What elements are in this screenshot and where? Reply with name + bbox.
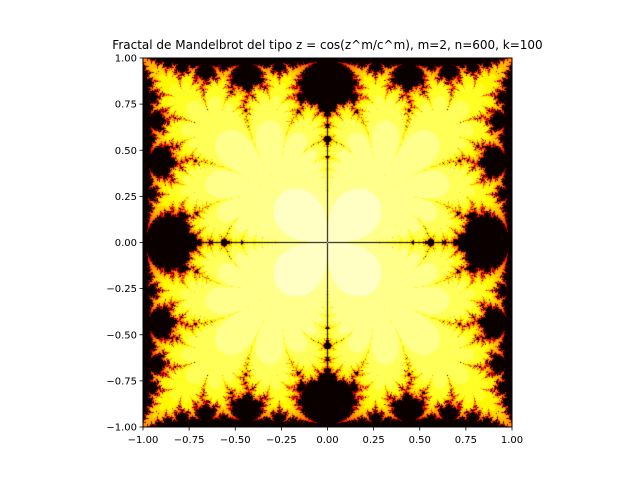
y-tick-label: −1.00 (106, 423, 137, 434)
y-tick-label: 0.25 (115, 192, 137, 203)
fractal-heatmap (143, 58, 512, 427)
chart-title: Fractal de Mandelbrot del tipo z = cos(z… (112, 38, 542, 52)
x-tick-label: −0.75 (174, 435, 205, 446)
fractal-image-container (143, 58, 512, 427)
plot-area (142, 57, 513, 428)
x-tick-label: 0.50 (409, 435, 431, 446)
y-tick-label: −0.50 (106, 330, 137, 341)
y-tick-label: −0.25 (106, 284, 137, 295)
y-tick-label: 0.50 (115, 146, 137, 157)
y-axis: 1.00 0.75 0.50 0.25 0.00 −0.25 −0.50 −0.75 −1.00 (106, 54, 143, 434)
y-tick-label: −0.75 (106, 376, 137, 387)
x-tick-label: 0.25 (362, 435, 384, 446)
x-tick-label: −0.25 (266, 435, 297, 446)
x-tick-label: 0.75 (455, 435, 477, 446)
x-tick-label: 0.00 (316, 435, 338, 446)
x-axis: −1.00 −0.75 −0.50 −0.25 0.00 0.25 0.50 0.75 1.00 (128, 427, 523, 446)
x-tick-label: −1.00 (128, 435, 159, 446)
y-tick-label: 1.00 (115, 54, 137, 65)
y-tick-label: 0.00 (115, 238, 137, 249)
y-tick-label: 0.75 (115, 100, 137, 111)
x-tick-label: 1.00 (501, 435, 523, 446)
x-tick-label: −0.50 (220, 435, 251, 446)
